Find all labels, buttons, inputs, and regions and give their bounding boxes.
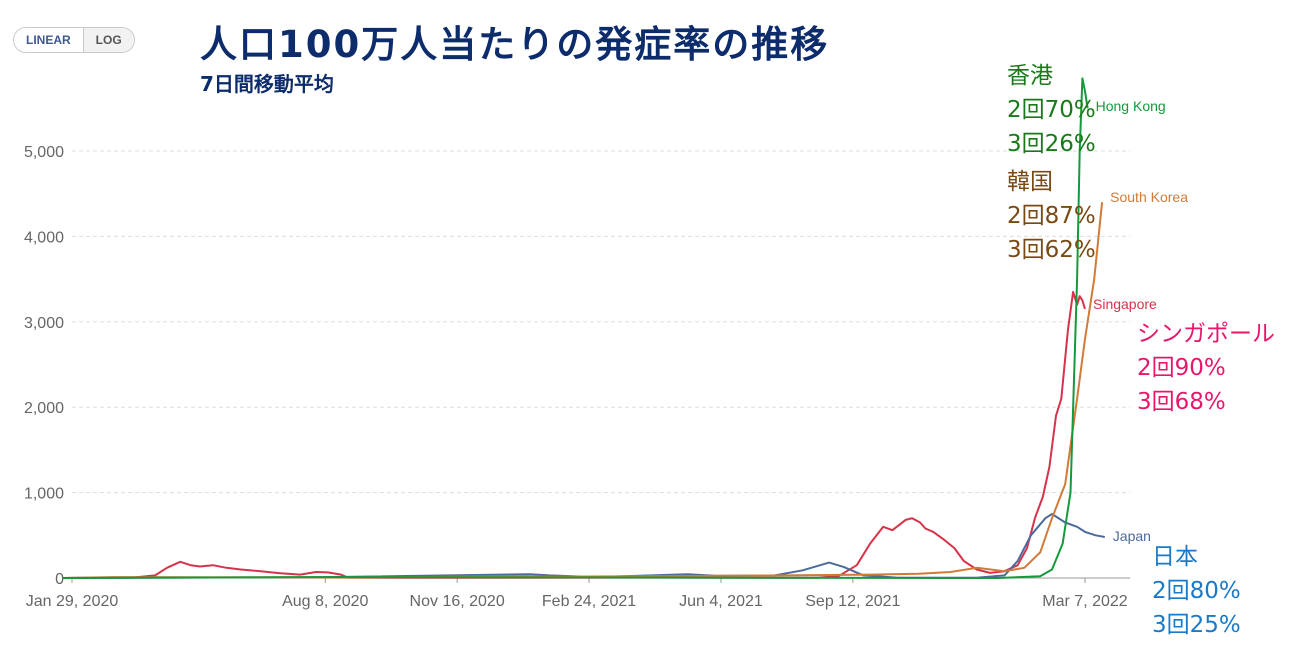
x-tick-label: Feb 24, 2021	[542, 593, 636, 610]
y-tick-label: 2,000	[24, 400, 64, 417]
series-labels: Singapore Japan South Korea Hong Kong	[1093, 98, 1188, 544]
y-tick-label: 3,000	[24, 315, 64, 332]
y-tick-label: 0	[55, 571, 64, 588]
series-line-singapore	[62, 290, 1086, 579]
x-tick-label: Jan 29, 2020	[26, 593, 119, 610]
log-scale-button[interactable]: LOG	[83, 28, 134, 52]
y-tick-label: 5,000	[24, 144, 64, 161]
annotation-japan-name: 日本	[1152, 544, 1198, 570]
y-tick-label: 4,000	[24, 229, 64, 246]
x-axis-ticks: Jan 29, 2020 Aug 8, 2020 Nov 16, 2020 Feb 2…	[26, 578, 1128, 610]
page-subtitle: 7日間移動平均	[200, 72, 334, 96]
annotation-south-korea-name: 韓国	[1007, 169, 1053, 195]
series-label-japan: Japan	[1113, 528, 1151, 544]
series-line-hong-kong	[62, 77, 1089, 579]
annotation-japan-dose2: 2回80%	[1152, 578, 1241, 604]
x-tick-label: Jun 4, 2021	[679, 593, 763, 610]
y-tick-label: 1,000	[24, 486, 64, 503]
grid-lines	[72, 150, 1130, 579]
annotation-singapore-dose3: 3回68%	[1137, 389, 1226, 415]
series-label-hong-kong: Hong Kong	[1096, 98, 1166, 114]
annotation-singapore-name: シンガポール	[1137, 321, 1275, 347]
series-lines	[62, 77, 1105, 579]
x-tick-label: Nov 16, 2020	[410, 593, 505, 610]
annotation-south-korea-dose3: 3回62%	[1007, 237, 1096, 263]
x-tick-label: Mar 7, 2022	[1042, 593, 1127, 610]
annotation-south-korea: 韓国 2回87% 3回62%	[1007, 165, 1096, 267]
annotation-south-korea-dose2: 2回87%	[1007, 203, 1096, 229]
annotation-hong-kong-dose2: 2回70%	[1007, 97, 1096, 123]
page-title: 人口100万人当たりの発症率の推移	[200, 23, 830, 66]
annotation-japan-dose3: 3回25%	[1152, 612, 1241, 638]
x-tick-label: Aug 8, 2020	[282, 593, 368, 610]
annotation-singapore: シンガポール 2回90% 3回68%	[1137, 317, 1275, 419]
annotation-hong-kong: 香港 2回70% 3回26%	[1007, 59, 1096, 161]
annotation-hong-kong-dose3: 3回26%	[1007, 131, 1096, 157]
annotation-hong-kong-name: 香港	[1007, 63, 1053, 89]
scale-toggle: LINEAR LOG	[13, 27, 135, 53]
linear-scale-button[interactable]: LINEAR	[14, 28, 84, 52]
series-label-south-korea: South Korea	[1110, 189, 1188, 205]
series-line-japan	[62, 513, 1105, 579]
annotation-singapore-dose2: 2回90%	[1137, 355, 1226, 381]
series-line-south-korea	[62, 202, 1104, 579]
x-tick-label: Sep 12, 2021	[805, 593, 900, 610]
annotation-japan: 日本 2回80% 3回25%	[1152, 540, 1241, 642]
series-label-singapore: Singapore	[1093, 296, 1157, 312]
y-axis-ticks: 0 1,000 2,000 3,000 4,000 5,000	[24, 144, 64, 588]
